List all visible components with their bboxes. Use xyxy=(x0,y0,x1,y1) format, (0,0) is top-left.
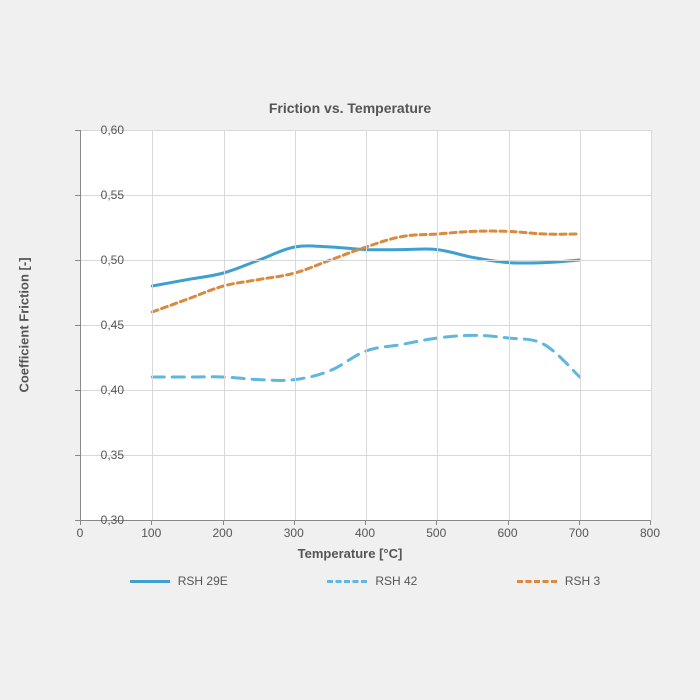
x-tick-label: 200 xyxy=(203,526,243,540)
gridline-vertical xyxy=(509,130,510,520)
y-tick-label: 0,60 xyxy=(64,123,124,137)
gridline-vertical xyxy=(651,130,652,520)
gridline-vertical xyxy=(437,130,438,520)
chart-canvas: Friction vs. Temperature Coefficient Fri… xyxy=(0,0,700,700)
y-tick-label: 0,35 xyxy=(64,448,124,462)
legend: RSH 29E RSH 42 RSH 3 xyxy=(80,574,650,588)
legend-swatch xyxy=(517,580,557,583)
gridline-vertical xyxy=(152,130,153,520)
y-tick-label: 0,55 xyxy=(64,188,124,202)
x-tick-label: 100 xyxy=(131,526,171,540)
y-tick-label: 0,50 xyxy=(64,253,124,267)
legend-label: RSH 3 xyxy=(565,574,600,588)
y-tick-label: 0,40 xyxy=(64,383,124,397)
y-tick-label: 0,30 xyxy=(64,513,124,527)
legend-item: RSH 29E xyxy=(130,574,228,588)
y-axis-label: Coefficient Friction [-] xyxy=(17,257,32,392)
y-tick-label: 0,45 xyxy=(64,318,124,332)
x-tick-label: 400 xyxy=(345,526,385,540)
x-tick-label: 800 xyxy=(630,526,670,540)
legend-item: RSH 3 xyxy=(517,574,600,588)
x-tick-label: 700 xyxy=(559,526,599,540)
x-tick-label: 0 xyxy=(60,526,100,540)
x-tick-label: 500 xyxy=(416,526,456,540)
chart-title: Friction vs. Temperature xyxy=(0,100,700,116)
legend-item: RSH 42 xyxy=(327,574,417,588)
plot-area xyxy=(80,130,651,521)
legend-label: RSH 29E xyxy=(178,574,228,588)
gridline-vertical xyxy=(580,130,581,520)
legend-swatch xyxy=(327,580,367,583)
x-tick-label: 300 xyxy=(274,526,314,540)
x-axis-label: Temperature [°C] xyxy=(0,546,700,561)
legend-label: RSH 42 xyxy=(375,574,417,588)
x-tick-label: 600 xyxy=(488,526,528,540)
gridline-vertical xyxy=(366,130,367,520)
legend-swatch xyxy=(130,580,170,583)
gridline-vertical xyxy=(224,130,225,520)
gridline-vertical xyxy=(295,130,296,520)
